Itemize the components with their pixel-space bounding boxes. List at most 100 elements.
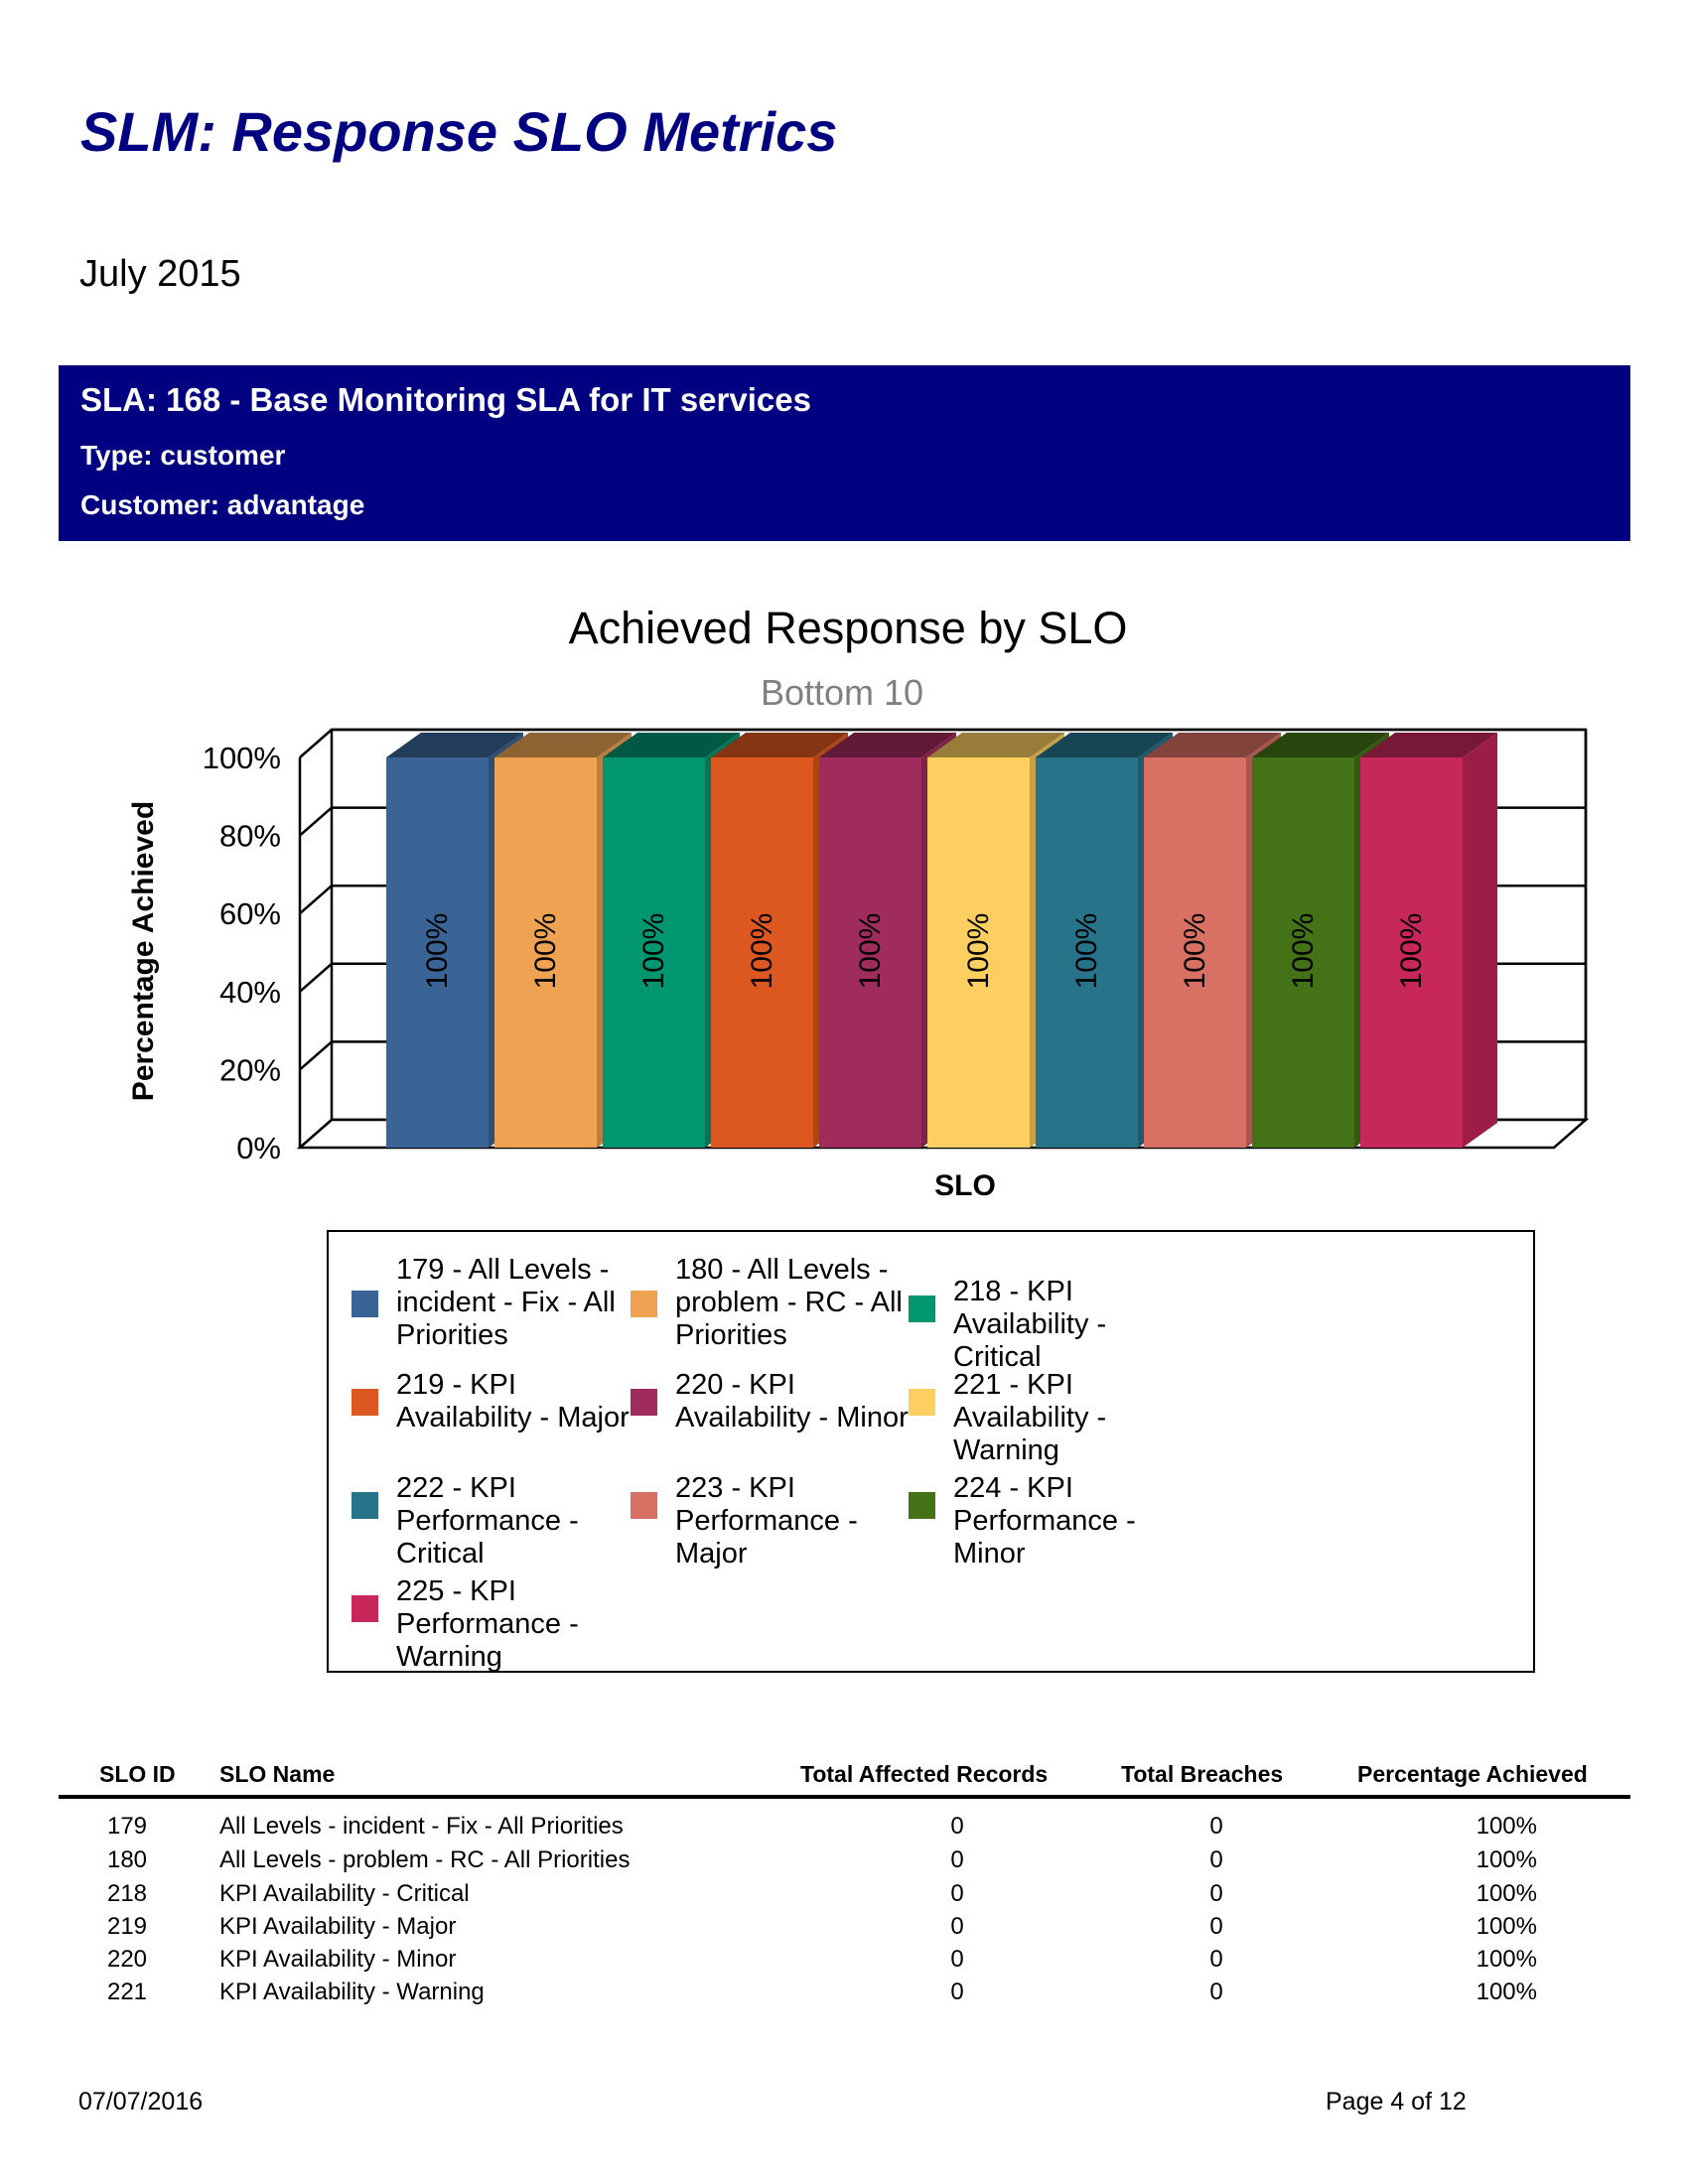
- bar: [927, 757, 1030, 1148]
- bar-side: [1463, 733, 1497, 1148]
- sla-type: Type: customer: [80, 440, 286, 471]
- y-axis-label: Percentage Achieved: [127, 801, 160, 1101]
- cell-slo-id: 221: [106, 1979, 148, 2005]
- cell-percentage: 100%: [1476, 1946, 1537, 1973]
- legend-swatch: [631, 1492, 657, 1519]
- bar: [1360, 757, 1463, 1148]
- header-percentage: Percentage Achieved: [1357, 1761, 1588, 1787]
- header-slo-id: SLO ID: [99, 1761, 176, 1787]
- cell-percentage: 100%: [1476, 1880, 1537, 1907]
- bar-top: [1252, 733, 1389, 757]
- gridline-side: [299, 729, 333, 758]
- cell-slo-id: 179: [106, 1813, 148, 1840]
- bar-top: [711, 733, 848, 757]
- table-header-rule: [59, 1795, 1630, 1799]
- legend-swatch: [352, 1389, 378, 1416]
- legend-label: 220 - KPI Availability - Minor: [675, 1369, 909, 1433]
- bar-top: [927, 733, 1064, 757]
- legend-swatch: [352, 1492, 378, 1519]
- cell-slo-name: KPI Availability - Critical: [219, 1880, 470, 1907]
- legend-label: 180 - All Levels - problem - RC - All Pr…: [675, 1254, 903, 1351]
- legend-label: 223 - KPI Performance - Major: [675, 1472, 858, 1570]
- header-total-breaches: Total Breaches: [1121, 1761, 1284, 1787]
- legend-swatch: [352, 1290, 378, 1317]
- gridline-side: [299, 885, 333, 915]
- bar: [603, 757, 705, 1148]
- cell-affected: 0: [950, 1880, 964, 1907]
- cell-slo-name: KPI Availability - Minor: [219, 1946, 457, 1973]
- bar: [819, 757, 921, 1148]
- bar: [494, 757, 597, 1148]
- legend-label: 225 - KPI Performance - Warning: [396, 1575, 579, 1673]
- cell-slo-id: 180: [106, 1846, 148, 1873]
- sla-customer: Customer: advantage: [80, 489, 365, 520]
- y-tick-label: 100%: [203, 741, 281, 775]
- legend-label: 224 - KPI Performance - Minor: [953, 1472, 1136, 1570]
- bar-data-label: 100%: [962, 913, 995, 990]
- chart-subtitle: Bottom 10: [761, 672, 923, 713]
- bar-data-label: 100%: [1070, 913, 1103, 990]
- legend-swatch: [909, 1492, 935, 1519]
- cell-slo-name: KPI Availability - Warning: [219, 1979, 485, 2005]
- y-tick-label: 40%: [219, 975, 281, 1010]
- cell-affected: 0: [950, 1913, 964, 1940]
- header-total-affected: Total Affected Records: [800, 1761, 1049, 1787]
- bar-top: [1036, 733, 1173, 757]
- cell-affected: 0: [950, 1946, 964, 1973]
- cell-breaches: 0: [1209, 1913, 1223, 1940]
- footer-date: 07/07/2016: [78, 2088, 204, 2116]
- x-axis-label: SLO: [934, 1169, 996, 1202]
- cell-percentage: 100%: [1476, 1813, 1537, 1840]
- bar-data-label: 100%: [637, 913, 670, 990]
- legend-swatch: [352, 1595, 378, 1622]
- bar-top: [819, 733, 956, 757]
- cell-percentage: 100%: [1476, 1979, 1537, 2005]
- bar-chart: Achieved Response by SLO Bottom 10 0% 20% 40…: [127, 603, 1590, 1202]
- bar-top: [603, 733, 740, 757]
- report-period: July 2015: [79, 253, 241, 295]
- legend-swatch: [631, 1389, 657, 1416]
- y-tick-label: 0%: [236, 1131, 281, 1165]
- bar-data-label: 100%: [529, 913, 562, 990]
- cell-affected: 0: [950, 1813, 964, 1840]
- bar-data-label: 100%: [746, 913, 778, 990]
- cell-slo-name: All Levels - incident - Fix - All Priori…: [219, 1813, 624, 1840]
- legend-label: 179 - All Levels - incident - Fix - All …: [396, 1254, 616, 1351]
- cell-slo-name: KPI Availability - Major: [219, 1913, 457, 1940]
- y-tick-label: 60%: [219, 896, 281, 931]
- y-tick-label: 80%: [219, 819, 281, 854]
- bar: [386, 757, 489, 1148]
- bar-top: [494, 733, 632, 757]
- bar-top: [1360, 733, 1497, 757]
- bar-top: [1144, 733, 1281, 757]
- gridline-side: [299, 1040, 333, 1071]
- bar: [1036, 757, 1138, 1148]
- bar-data-label: 100%: [1395, 913, 1428, 990]
- cell-breaches: 0: [1209, 1979, 1223, 2005]
- legend-swatch: [909, 1389, 935, 1416]
- gridline-side: [299, 962, 333, 993]
- cell-slo-id: 220: [106, 1946, 148, 1973]
- legend-label: 219 - KPI Availability - Major: [396, 1369, 630, 1433]
- bar: [711, 757, 813, 1148]
- cell-slo-name: All Levels - problem - RC - All Prioriti…: [219, 1846, 631, 1873]
- cell-breaches: 0: [1209, 1813, 1223, 1840]
- header-slo-name: SLO Name: [219, 1761, 336, 1787]
- cell-affected: 0: [950, 1846, 964, 1873]
- sla-banner: SLA: 168 - Base Monitoring SLA for IT se…: [59, 365, 1630, 541]
- legend-label: 222 - KPI Performance - Critical: [396, 1472, 579, 1570]
- gridline-side: [299, 806, 333, 837]
- y-tick-label: 20%: [219, 1052, 281, 1087]
- cell-breaches: 0: [1209, 1846, 1223, 1873]
- bar-data-label: 100%: [854, 913, 887, 990]
- chart-legend: 179 - All Levels - incident - Fix - All …: [327, 1230, 1535, 1673]
- cell-percentage: 100%: [1476, 1846, 1537, 1873]
- legend-swatch: [631, 1290, 657, 1317]
- cell-slo-id: 218: [106, 1880, 148, 1907]
- bar-data-label: 100%: [1287, 913, 1320, 990]
- legend-label: 218 - KPI Availability - Critical: [953, 1276, 1107, 1373]
- legend-swatch: [909, 1296, 935, 1322]
- legend-label: 221 - KPI Availability - Warning: [953, 1369, 1107, 1466]
- cell-breaches: 0: [1209, 1880, 1223, 1907]
- bar: [1252, 757, 1354, 1148]
